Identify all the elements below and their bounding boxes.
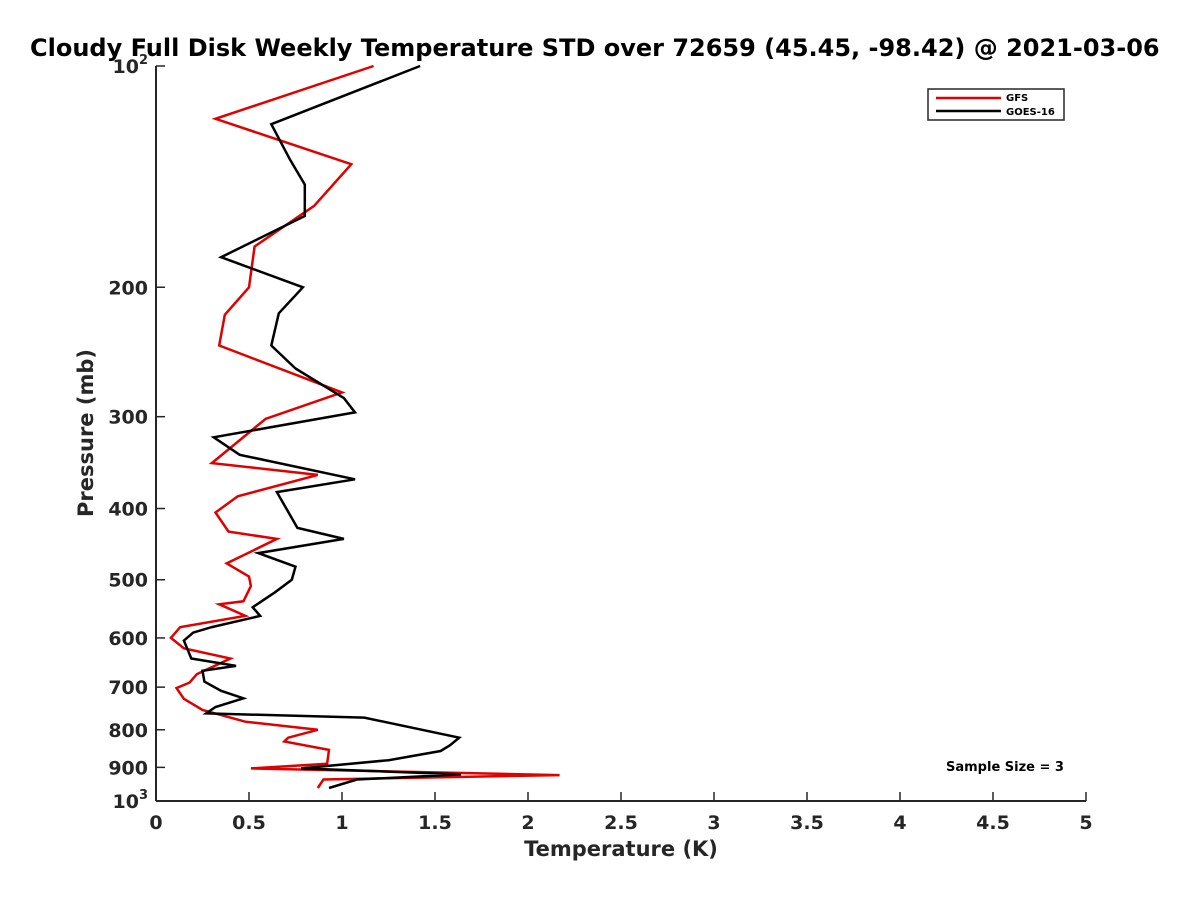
- x-tick-label: 1: [335, 812, 348, 834]
- legend-label-gfs: GFS: [1006, 93, 1028, 104]
- x-axis-ticks: 0 0.5 1 1.5 2 2.5 3 3.5 4 4.5 5: [149, 792, 1093, 834]
- x-tick-label: 4: [893, 812, 906, 834]
- y-tick-label: 300: [108, 407, 148, 429]
- x-tick-label: 1.5: [418, 812, 452, 834]
- y-axis-ticks: 102 200 300 400 500 600 700 800 900 103: [108, 53, 165, 813]
- y-tick-label: 700: [108, 677, 148, 699]
- x-tick-label: 5: [1079, 812, 1092, 834]
- x-tick-label: 2.5: [604, 812, 638, 834]
- series-line-gfs: [169, 64, 560, 789]
- legend: GFS GOES-16: [927, 88, 1065, 121]
- sample-size-annotation: Sample Size = 3: [946, 760, 1064, 775]
- y-axis-label: Pressure (mb): [74, 349, 98, 517]
- series-line-goes16: [182, 64, 463, 790]
- y-tick-label: 102: [113, 53, 149, 78]
- y-tick-label: 200: [108, 277, 148, 299]
- chart-title: Cloudy Full Disk Weekly Temperature STD …: [30, 34, 1160, 62]
- x-tick-label: 2: [521, 812, 534, 834]
- y-tick-label: 103: [113, 788, 149, 813]
- y-tick-label: 900: [108, 757, 148, 779]
- x-tick-label: 4.5: [976, 812, 1010, 834]
- x-axis-label: Temperature (K): [524, 837, 718, 861]
- series-layer: [169, 64, 560, 790]
- y-tick-label: 600: [108, 628, 148, 650]
- x-tick-label: 0: [149, 812, 162, 834]
- x-tick-label: 0.5: [232, 812, 266, 834]
- legend-label-goes16: GOES-16: [1006, 107, 1055, 118]
- y-tick-label: 500: [108, 570, 148, 592]
- x-tick-label: 3: [707, 812, 720, 834]
- plot-area: 0 0.5 1 1.5 2 2.5 3 3.5 4 4.5 5 102 200 300 400 500 600…: [108, 53, 1092, 834]
- y-tick-label: 800: [108, 720, 148, 742]
- x-tick-label: 3.5: [790, 812, 824, 834]
- legend-box: [927, 88, 1065, 121]
- y-tick-label: 400: [108, 499, 148, 521]
